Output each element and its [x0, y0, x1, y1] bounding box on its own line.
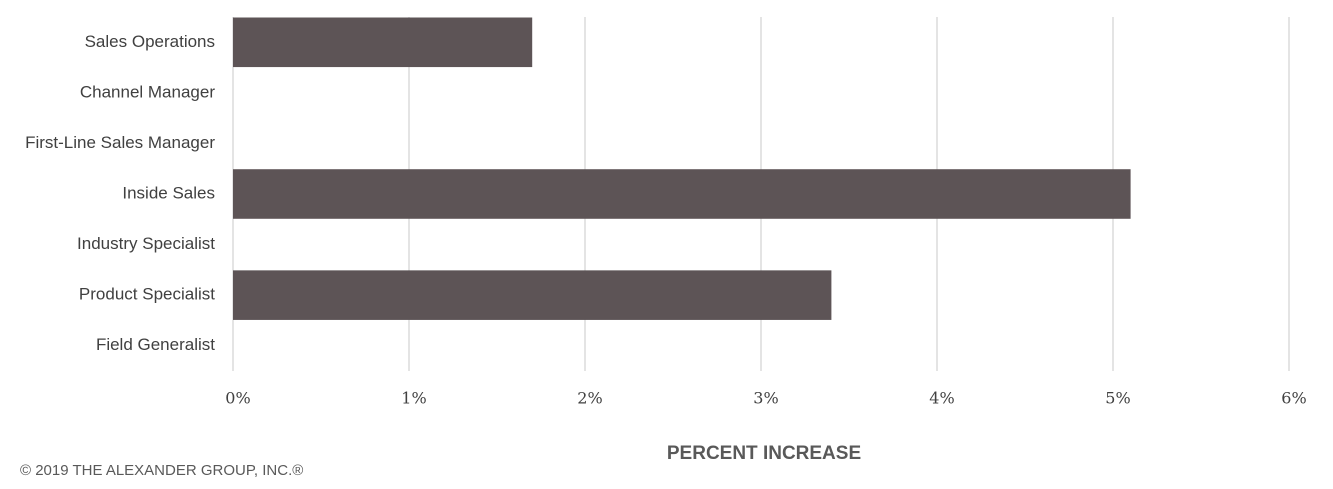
- bar: [233, 169, 1131, 219]
- footer: © 2019 THE ALEXANDER GROUP, INC.®: [20, 462, 303, 479]
- bar: [233, 17, 533, 68]
- x-tick-label: 4%: [929, 389, 954, 408]
- x-tick-label: 1%: [401, 389, 426, 408]
- y-tick-label: Field Generalist: [96, 335, 215, 354]
- bar: [233, 270, 832, 320]
- y-tick-label: Channel Manager: [80, 82, 215, 101]
- y-tick-label: Product Specialist: [79, 285, 215, 304]
- x-axis-label: PERCENT INCREASE: [667, 443, 861, 464]
- y-tick-label: Sales Operations: [85, 32, 215, 51]
- y-tick-label: Industry Specialist: [77, 234, 215, 253]
- y-tick-label: First-Line Sales Manager: [25, 133, 215, 152]
- y-tick-label: Inside Sales: [122, 183, 215, 202]
- x-tick-label: 6%: [1281, 389, 1306, 408]
- x-tick-label: 3%: [753, 389, 778, 408]
- x-tick-label: 5%: [1105, 389, 1130, 408]
- x-tick-label: 2%: [577, 389, 602, 408]
- x-tick-label: 0%: [225, 389, 250, 408]
